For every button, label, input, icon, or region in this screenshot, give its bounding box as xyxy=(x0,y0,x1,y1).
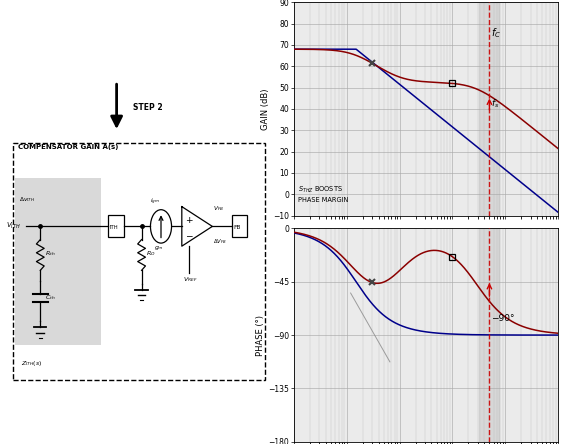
Text: $f_s$: $f_s$ xyxy=(491,97,499,110)
Text: −90°: −90° xyxy=(491,314,514,323)
Bar xyxy=(479,228,499,442)
Y-axis label: GAIN (dB): GAIN (dB) xyxy=(261,88,270,130)
Text: $\Delta v_{ITH}$: $\Delta v_{ITH}$ xyxy=(20,195,36,205)
Text: ITH: ITH xyxy=(109,225,118,230)
Text: FB: FB xyxy=(233,225,241,230)
Text: $Z_{ITH}(s)$: $Z_{ITH}(s)$ xyxy=(21,359,42,368)
Text: $C_{th}$: $C_{th}$ xyxy=(45,293,56,302)
Text: $V_{REF}$: $V_{REF}$ xyxy=(183,275,197,284)
Bar xyxy=(108,215,123,238)
Text: $-$: $-$ xyxy=(186,230,194,239)
Text: $+$: $+$ xyxy=(186,215,194,225)
Text: $i_{gm}$: $i_{gm}$ xyxy=(150,197,160,207)
Text: $\Delta V_{FB}$: $\Delta V_{FB}$ xyxy=(213,237,227,246)
Y-axis label: PHASE (°): PHASE (°) xyxy=(256,315,265,356)
Text: $f_C$: $f_C$ xyxy=(491,26,502,40)
Bar xyxy=(479,2,499,216)
Text: COMPENSATOR GAIN A(s): COMPENSATOR GAIN A(s) xyxy=(18,144,118,151)
Text: $g_m$: $g_m$ xyxy=(154,244,164,252)
FancyBboxPatch shape xyxy=(12,143,265,380)
Bar xyxy=(15,178,102,345)
Text: $R_{th}$: $R_{th}$ xyxy=(45,249,56,258)
Bar xyxy=(232,215,247,238)
Text: $V_{FB}$: $V_{FB}$ xyxy=(213,204,224,213)
Text: $R_O$: $R_O$ xyxy=(146,249,155,258)
Text: STEP 2: STEP 2 xyxy=(134,103,163,112)
Text: $V_{ITH}$: $V_{ITH}$ xyxy=(6,221,21,231)
Text: $S_{THZ}$ BOOSTS
PHASE MARGIN: $S_{THZ}$ BOOSTS PHASE MARGIN xyxy=(298,185,348,203)
